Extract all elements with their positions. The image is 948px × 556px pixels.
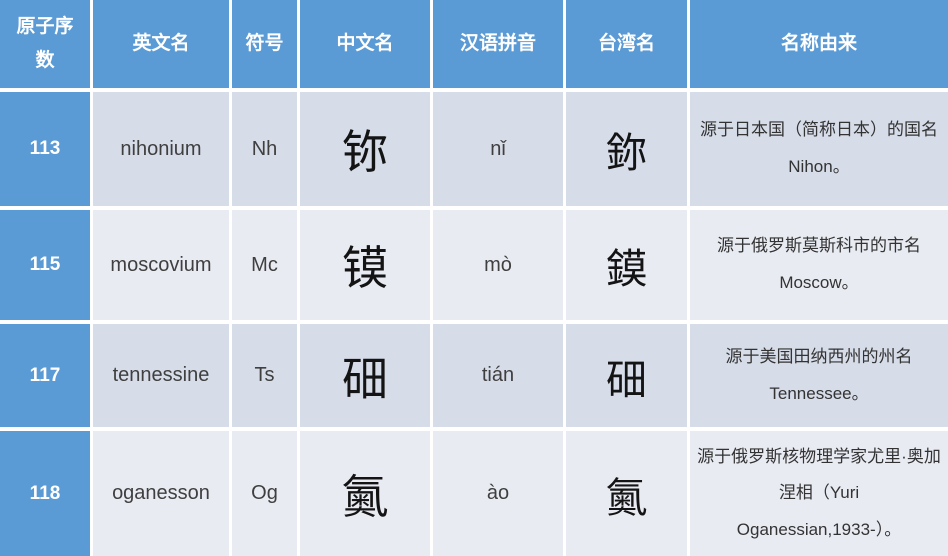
cell-symbol: Nh [232,92,297,206]
cell-english-name: nihonium [93,92,229,206]
cell-english-name: tennessine [93,324,229,427]
header-english-name: 英文名 [93,0,229,88]
cell-name-origin: 源于日本国（简称日本）的国名Nihon。 [690,92,948,206]
cell-name-origin: 源于俄罗斯莫斯科市的市名Moscow。 [690,210,948,320]
header-taiwan-name: 台湾名 [566,0,687,88]
cell-symbol: Ts [232,324,297,427]
cell-chinese-name: 鿬 [300,324,430,427]
cell-symbol: Mc [232,210,297,320]
cell-taiwan-name: 鿫 [566,431,687,556]
cell-atomic-number: 113 [0,92,90,206]
header-pinyin: 汉语拼音 [433,0,563,88]
cell-pinyin: mò [433,210,563,320]
cell-atomic-number: 115 [0,210,90,320]
cell-taiwan-name: 鉨 [566,92,687,206]
cell-pinyin: ào [433,431,563,556]
header-atomic-number: 原子序数 [0,0,90,88]
cell-pinyin: tián [433,324,563,427]
cell-english-name: oganesson [93,431,229,556]
cell-name-origin: 源于俄罗斯核物理学家尤里·奥加涅相（Yuri Oganessian,1933-）… [690,431,948,556]
cell-english-name: moscovium [93,210,229,320]
cell-chinese-name: 镆 [300,210,430,320]
cell-chinese-name: 鿭 [300,92,430,206]
cell-name-origin: 源于美国田纳西州的州名Tennessee。 [690,324,948,427]
cell-taiwan-name: 鏌 [566,210,687,320]
header-name-origin: 名称由来 [690,0,948,88]
header-chinese-name: 中文名 [300,0,430,88]
cell-taiwan-name: 鿬 [566,324,687,427]
cell-atomic-number: 117 [0,324,90,427]
cell-pinyin: nǐ [433,92,563,206]
cell-symbol: Og [232,431,297,556]
cell-atomic-number: 118 [0,431,90,556]
header-symbol: 符号 [232,0,297,88]
cell-chinese-name: 鿫 [300,431,430,556]
